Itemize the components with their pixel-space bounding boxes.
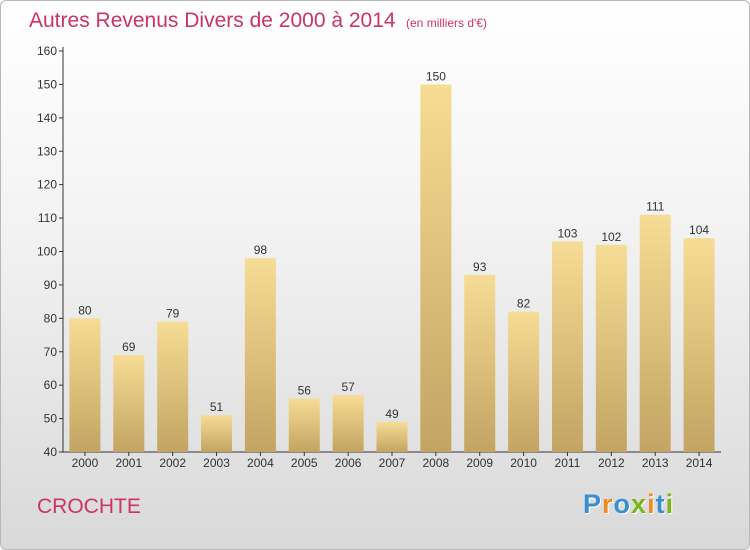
logo-letter: o xyxy=(613,489,632,519)
x-axis: 2000 2001 2002 2003 2004 2005 2006 2007 2008 2009… xyxy=(63,451,721,470)
bar-value-label: 98 xyxy=(254,243,268,257)
y-tick-label: 150 xyxy=(37,77,57,91)
bar xyxy=(376,421,408,452)
y-tick-label: 100 xyxy=(37,245,57,259)
bar-value-label: 102 xyxy=(601,230,621,244)
chart-title-main: Autres Revenus Divers de 2000 à 2014 xyxy=(29,9,396,32)
x-tick-label: 2007 xyxy=(379,456,406,470)
bar xyxy=(157,321,189,452)
y-tick-label: 40 xyxy=(44,445,58,459)
y-tick-label: 110 xyxy=(38,211,57,225)
value-labels-group: 80 69 79 51 98 56 57 49 150 93 82 103 102 111 104 xyxy=(78,69,709,421)
bar xyxy=(69,318,101,452)
x-tick-label: 2013 xyxy=(642,456,669,470)
bar-value-label: 103 xyxy=(557,226,577,240)
bar xyxy=(201,415,233,452)
x-tick-label: 2005 xyxy=(291,456,318,470)
bar-value-label: 93 xyxy=(473,260,487,274)
bar xyxy=(464,274,496,452)
y-tick-label: 160 xyxy=(37,44,57,58)
x-tick-label: 2014 xyxy=(686,456,713,470)
bar xyxy=(683,238,715,452)
bar-value-label: 56 xyxy=(298,384,312,398)
logo-letter: i xyxy=(665,489,675,519)
bar xyxy=(508,311,540,452)
chart-title: Autres Revenus Divers de 2000 à 2014 (en… xyxy=(29,9,487,33)
x-tick-label: 2009 xyxy=(466,456,493,470)
bar-value-label: 111 xyxy=(646,200,665,214)
bar xyxy=(420,84,452,453)
bar-value-label: 79 xyxy=(166,307,180,321)
y-tick-label: 70 xyxy=(44,345,58,359)
logo-letter: r xyxy=(602,489,614,519)
x-tick-label: 2011 xyxy=(555,456,581,470)
y-axis: 40 50 60 70 80 90 100 110 120 130 140 150 160 xyxy=(37,44,64,459)
bar-value-label: 104 xyxy=(689,223,709,237)
y-tick-label: 90 xyxy=(44,278,58,292)
logo-letter: i xyxy=(647,489,656,519)
x-tick-label: 2003 xyxy=(203,456,230,470)
x-tick-label: 2006 xyxy=(335,456,362,470)
y-tick-label: 120 xyxy=(37,178,57,192)
logo-letter: t xyxy=(655,489,666,519)
bar xyxy=(113,355,145,452)
bar-value-label: 69 xyxy=(122,340,136,354)
bar-value-label: 150 xyxy=(426,69,446,83)
x-tick-label: 2000 xyxy=(72,456,99,470)
x-tick-label: 2001 xyxy=(115,456,142,470)
bar xyxy=(244,258,276,452)
x-tick-label: 2010 xyxy=(510,456,537,470)
bar xyxy=(288,398,320,452)
logo-letter: x xyxy=(631,489,648,519)
y-tick-label: 130 xyxy=(37,144,57,158)
bar xyxy=(595,244,627,452)
y-tick-label: 50 xyxy=(44,412,58,426)
bar xyxy=(639,214,671,452)
bar-value-label: 57 xyxy=(341,380,355,394)
y-tick-label: 60 xyxy=(44,378,58,392)
bar xyxy=(332,395,364,452)
x-tick-label: 2008 xyxy=(423,456,450,470)
bars-group xyxy=(69,84,715,453)
y-tick-label: 140 xyxy=(37,111,57,125)
proxiti-logo: Proxiti xyxy=(583,489,674,520)
bar xyxy=(551,241,583,452)
bar-value-label: 49 xyxy=(385,407,399,421)
logo-letter: P xyxy=(583,489,603,519)
commune-name: CROCHTE xyxy=(37,495,141,518)
chart-title-unit: (en milliers d'€) xyxy=(406,16,487,30)
bar-value-label: 80 xyxy=(78,303,92,317)
x-tick-label: 2002 xyxy=(159,456,186,470)
x-tick-label: 2012 xyxy=(598,456,625,470)
x-tick-label: 2004 xyxy=(247,456,274,470)
y-tick-label: 80 xyxy=(44,311,58,325)
bar-value-label: 82 xyxy=(517,297,531,311)
bar-value-label: 51 xyxy=(210,400,224,414)
